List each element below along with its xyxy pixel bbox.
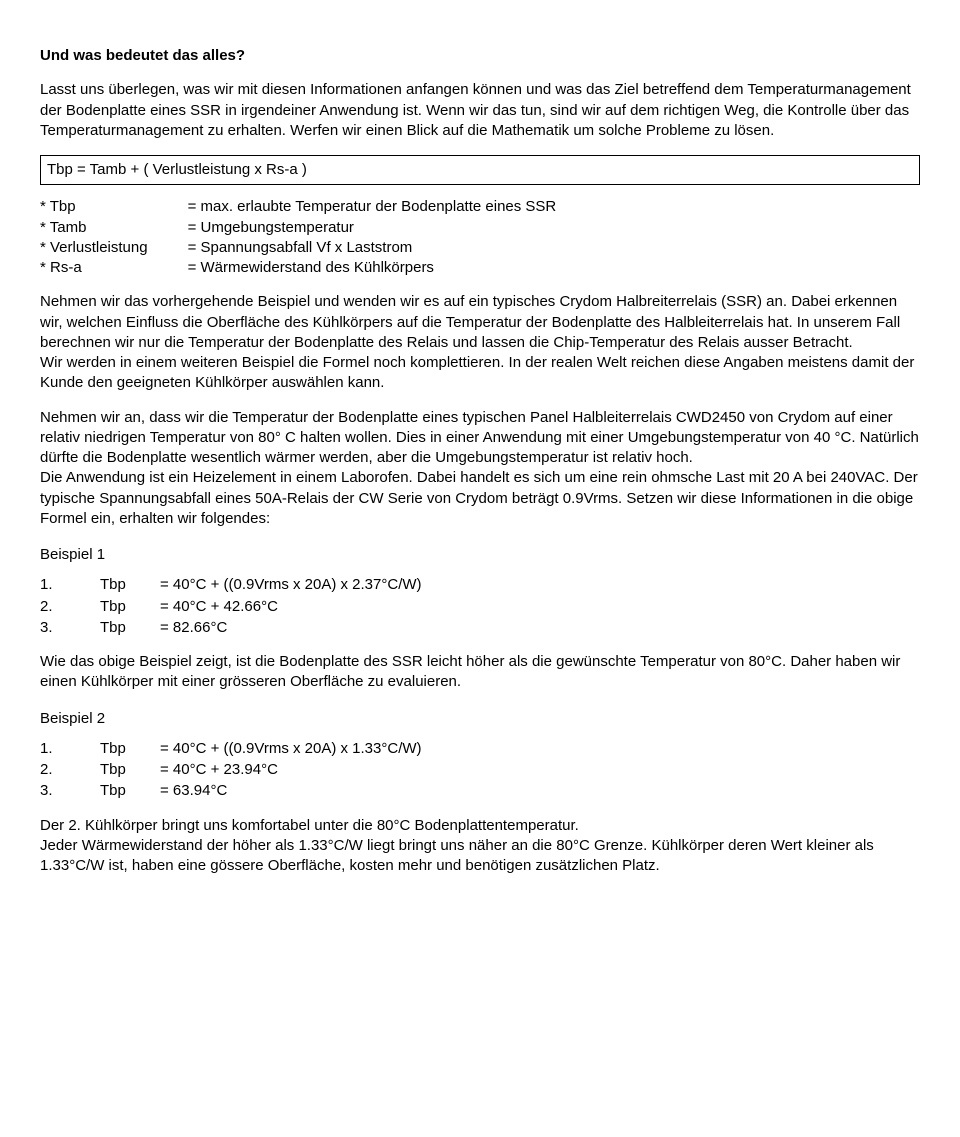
- example-value: = 40°C + ((0.9Vrms x 20A) x 2.37°C/W): [160, 575, 422, 595]
- body-paragraph: Nehmen wir an, dass wir die Temperatur d…: [40, 408, 920, 530]
- formula-text: Tbp = Tamb + ( Verlustleistung x Rs-a ): [47, 161, 307, 178]
- definition-desc: = Wärmewiderstand des Kühlkörpers: [188, 258, 557, 278]
- body-text: Nehmen wir an, dass wir die Temperatur d…: [40, 409, 919, 467]
- definition-row: * Rs-a = Wärmewiderstand des Kühlkörpers: [40, 258, 556, 278]
- body-paragraph: Wie das obige Beispiel zeigt, ist die Bo…: [40, 652, 920, 693]
- example-line: 3. Tbp = 82.66°C: [40, 618, 920, 638]
- example-number: 1.: [40, 739, 100, 759]
- example-line: 3. Tbp = 63.94°C: [40, 781, 920, 801]
- definition-desc: = Spannungsabfall Vf x Laststrom: [188, 238, 557, 258]
- body-text: Der 2. Kühlkörper bringt uns komfortabel…: [40, 817, 579, 834]
- definitions-table: * Tbp = max. erlaubte Temperatur der Bod…: [40, 197, 556, 278]
- example-1-lines: 1. Tbp = 40°C + ((0.9Vrms x 20A) x 2.37°…: [40, 575, 920, 638]
- definition-term: * Tamb: [40, 218, 188, 238]
- body-paragraph: Nehmen wir das vorhergehende Beispiel un…: [40, 292, 920, 393]
- body-paragraph: Der 2. Kühlkörper bringt uns komfortabel…: [40, 816, 920, 877]
- example-var: Tbp: [100, 597, 160, 617]
- body-text: Nehmen wir das vorhergehende Beispiel un…: [40, 293, 900, 351]
- example-number: 3.: [40, 781, 100, 801]
- formula-box: Tbp = Tamb + ( Verlustleistung x Rs-a ): [40, 155, 920, 185]
- example-number: 1.: [40, 575, 100, 595]
- body-text: Wir werden in einem weiteren Beispiel di…: [40, 354, 914, 391]
- example-var: Tbp: [100, 739, 160, 759]
- example-line: 2. Tbp = 40°C + 42.66°C: [40, 597, 920, 617]
- body-text: Die Anwendung ist ein Heizelement in ein…: [40, 469, 918, 527]
- example-number: 2.: [40, 760, 100, 780]
- example-value: = 82.66°C: [160, 618, 227, 638]
- example-number: 2.: [40, 597, 100, 617]
- definition-desc: = Umgebungstemperatur: [188, 218, 557, 238]
- definition-term: * Verlustleistung: [40, 238, 188, 258]
- example-value: = 63.94°C: [160, 781, 227, 801]
- example-var: Tbp: [100, 781, 160, 801]
- example-number: 3.: [40, 618, 100, 638]
- example-2-title: Beispiel 2: [40, 709, 920, 729]
- example-value: = 40°C + ((0.9Vrms x 20A) x 1.33°C/W): [160, 739, 422, 759]
- example-line: 2. Tbp = 40°C + 23.94°C: [40, 760, 920, 780]
- example-value: = 40°C + 42.66°C: [160, 597, 278, 617]
- definition-row: * Tbp = max. erlaubte Temperatur der Bod…: [40, 197, 556, 217]
- example-line: 1. Tbp = 40°C + ((0.9Vrms x 20A) x 1.33°…: [40, 739, 920, 759]
- definition-term: * Rs-a: [40, 258, 188, 278]
- definition-desc: = max. erlaubte Temperatur der Bodenplat…: [188, 197, 557, 217]
- example-var: Tbp: [100, 618, 160, 638]
- intro-paragraph: Lasst uns überlegen, was wir mit diesen …: [40, 80, 920, 141]
- example-2-lines: 1. Tbp = 40°C + ((0.9Vrms x 20A) x 1.33°…: [40, 739, 920, 802]
- body-text: Jeder Wärmewiderstand der höher als 1.33…: [40, 837, 874, 874]
- example-line: 1. Tbp = 40°C + ((0.9Vrms x 20A) x 2.37°…: [40, 575, 920, 595]
- definition-row: * Verlustleistung = Spannungsabfall Vf x…: [40, 238, 556, 258]
- example-var: Tbp: [100, 760, 160, 780]
- definition-row: * Tamb = Umgebungstemperatur: [40, 218, 556, 238]
- example-1-title: Beispiel 1: [40, 545, 920, 565]
- example-value: = 40°C + 23.94°C: [160, 760, 278, 780]
- page-title: Und was bedeutet das alles?: [40, 46, 920, 66]
- example-var: Tbp: [100, 575, 160, 595]
- definition-term: * Tbp: [40, 197, 188, 217]
